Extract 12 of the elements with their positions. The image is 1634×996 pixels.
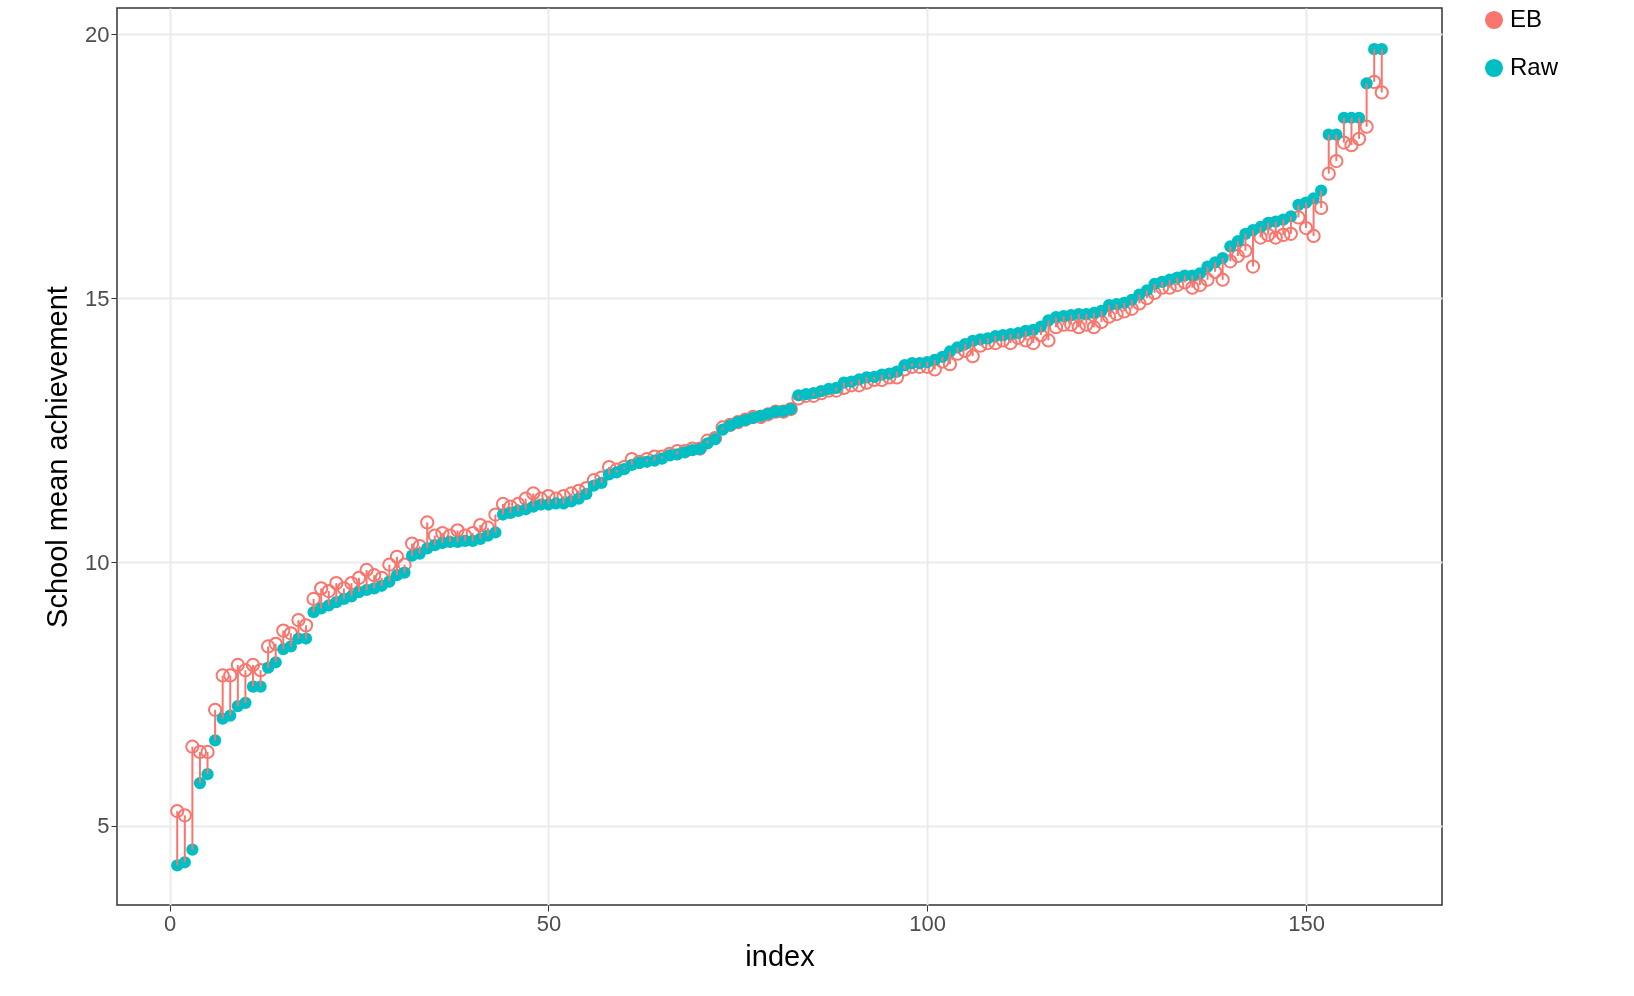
y-tick-label: 15 <box>85 285 110 311</box>
x-tick-label: 100 <box>909 910 947 936</box>
x-tick-label: 0 <box>164 910 177 936</box>
legend-label: EB <box>1510 5 1543 32</box>
y-tick-label: 10 <box>85 549 110 575</box>
y-tick-label: 5 <box>97 813 110 839</box>
y-axis-title: School mean achievement <box>41 286 74 628</box>
legend-label: Raw <box>1510 53 1559 80</box>
x-tick-label: 50 <box>536 910 562 936</box>
y-tick-label: 20 <box>85 21 110 47</box>
x-axis-title: index <box>745 939 816 972</box>
x-tick-label: 150 <box>1288 910 1325 936</box>
